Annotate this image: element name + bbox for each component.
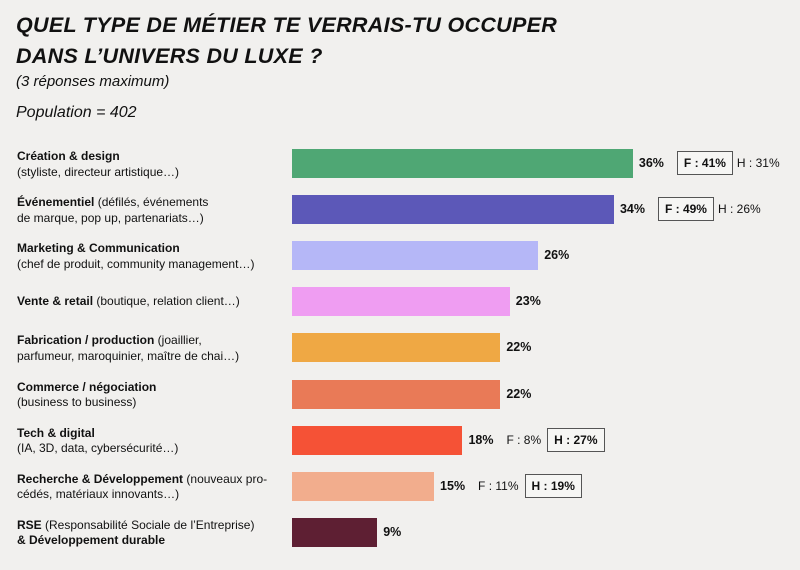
category-label: Commerce / négociation (business to busin… (17, 380, 292, 411)
category-label-bold-line2: & Développement durable (17, 533, 166, 548)
male-share: H : 19% (524, 473, 582, 498)
value-label: 36% (638, 156, 664, 170)
category-label-detail: (joaillier, (154, 333, 202, 348)
category-label-bold: Création & design (17, 149, 120, 163)
category-label: Marketing & Communication (chef de produi… (17, 241, 292, 272)
bar (292, 425, 463, 455)
male-share: H : 26% (717, 202, 761, 217)
bar (292, 195, 614, 225)
category-label-bold: Événementiel (17, 195, 95, 210)
category-label-bold: Fabrication / production (17, 333, 155, 348)
category-label: Événementiel (défilés, événements de marq… (17, 195, 292, 226)
chart-title-line1: QUEL TYPE DE MÉTIER TE VERRAIS-TU OCCUPE… (16, 13, 558, 37)
bar (292, 149, 633, 178)
category-label-detail-line2: (business to business) (17, 395, 137, 409)
category-label: Recherche & Développement (nouveaux pro-… (17, 472, 292, 503)
category-label-bold: RSE (17, 517, 42, 532)
bar (292, 287, 510, 317)
category-label-detail: (Responsabilité Sociale de l’Entreprise) (41, 517, 255, 532)
male-share: H : 27% (547, 427, 605, 452)
category-label: RSE (Responsabilité Sociale de l’Entrepr… (17, 518, 292, 549)
value-label: 15% (440, 478, 466, 493)
category-label: Fabrication / production (joaillier, parf… (17, 333, 292, 364)
category-label-bold: Recherche & Développement (17, 471, 184, 486)
category-label-bold: Vente & retail (17, 294, 94, 309)
male-share: H : 31% (736, 156, 780, 170)
chart-title-line2: DANS L’UNIVERS DU LUXE ? (16, 44, 323, 68)
bar (292, 333, 501, 363)
female-share: F : 49% (657, 197, 714, 222)
female-share: F : 8% (506, 432, 542, 447)
category-label-detail: (boutique, relation client…) (93, 294, 240, 309)
category-label: Vente & retail (boutique, relation clien… (17, 294, 292, 310)
category-label-detail-line2: (chef de produit, community management…) (17, 256, 255, 271)
value-label: 18% (468, 432, 494, 447)
category-label: Création & design (styliste, directeur a… (17, 149, 292, 180)
value-label: 26% (544, 248, 570, 263)
bar (292, 517, 378, 547)
chart-title: QUEL TYPE DE MÉTIER TE VERRAIS-TU OCCUPE… (16, 10, 636, 72)
category-label-detail-line2: (styliste, directeur artistique…) (17, 164, 180, 179)
female-share: F : 11% (478, 478, 519, 493)
bar (292, 379, 501, 409)
value-label: 22% (506, 340, 532, 355)
value-label: 34% (619, 202, 645, 217)
value-label: 23% (515, 294, 541, 309)
category-label-detail: (défilés, événements (94, 195, 209, 210)
category-label-detail-line2: cédés, matériaux innovants…) (17, 487, 180, 502)
category-label-detail-line2: (IA, 3D, data, cybersécurité…) (17, 441, 179, 456)
category-label-detail: (nouveaux pro- (183, 471, 268, 486)
category-label-detail-line2: parfumeur, maroquinier, maître de chai…) (17, 348, 240, 363)
value-label: 22% (506, 386, 532, 401)
bar (292, 241, 539, 271)
chart-subtitle: (3 réponses maximum) (16, 73, 170, 90)
category-label-bold: Tech & digital (17, 425, 95, 440)
population-note: Population = 402 (16, 104, 137, 121)
bar (292, 471, 435, 501)
category-label-bold: Marketing & Communication (17, 241, 180, 256)
category-label: Tech & digital (IA, 3D, data, cybersécuri… (17, 426, 292, 457)
category-label-bold: Commerce / négociation (17, 379, 157, 394)
female-share: F : 41% (676, 151, 733, 175)
category-label-detail-line2: de marque, pop up, partenariats…) (17, 210, 204, 225)
value-label: 9% (383, 524, 402, 539)
